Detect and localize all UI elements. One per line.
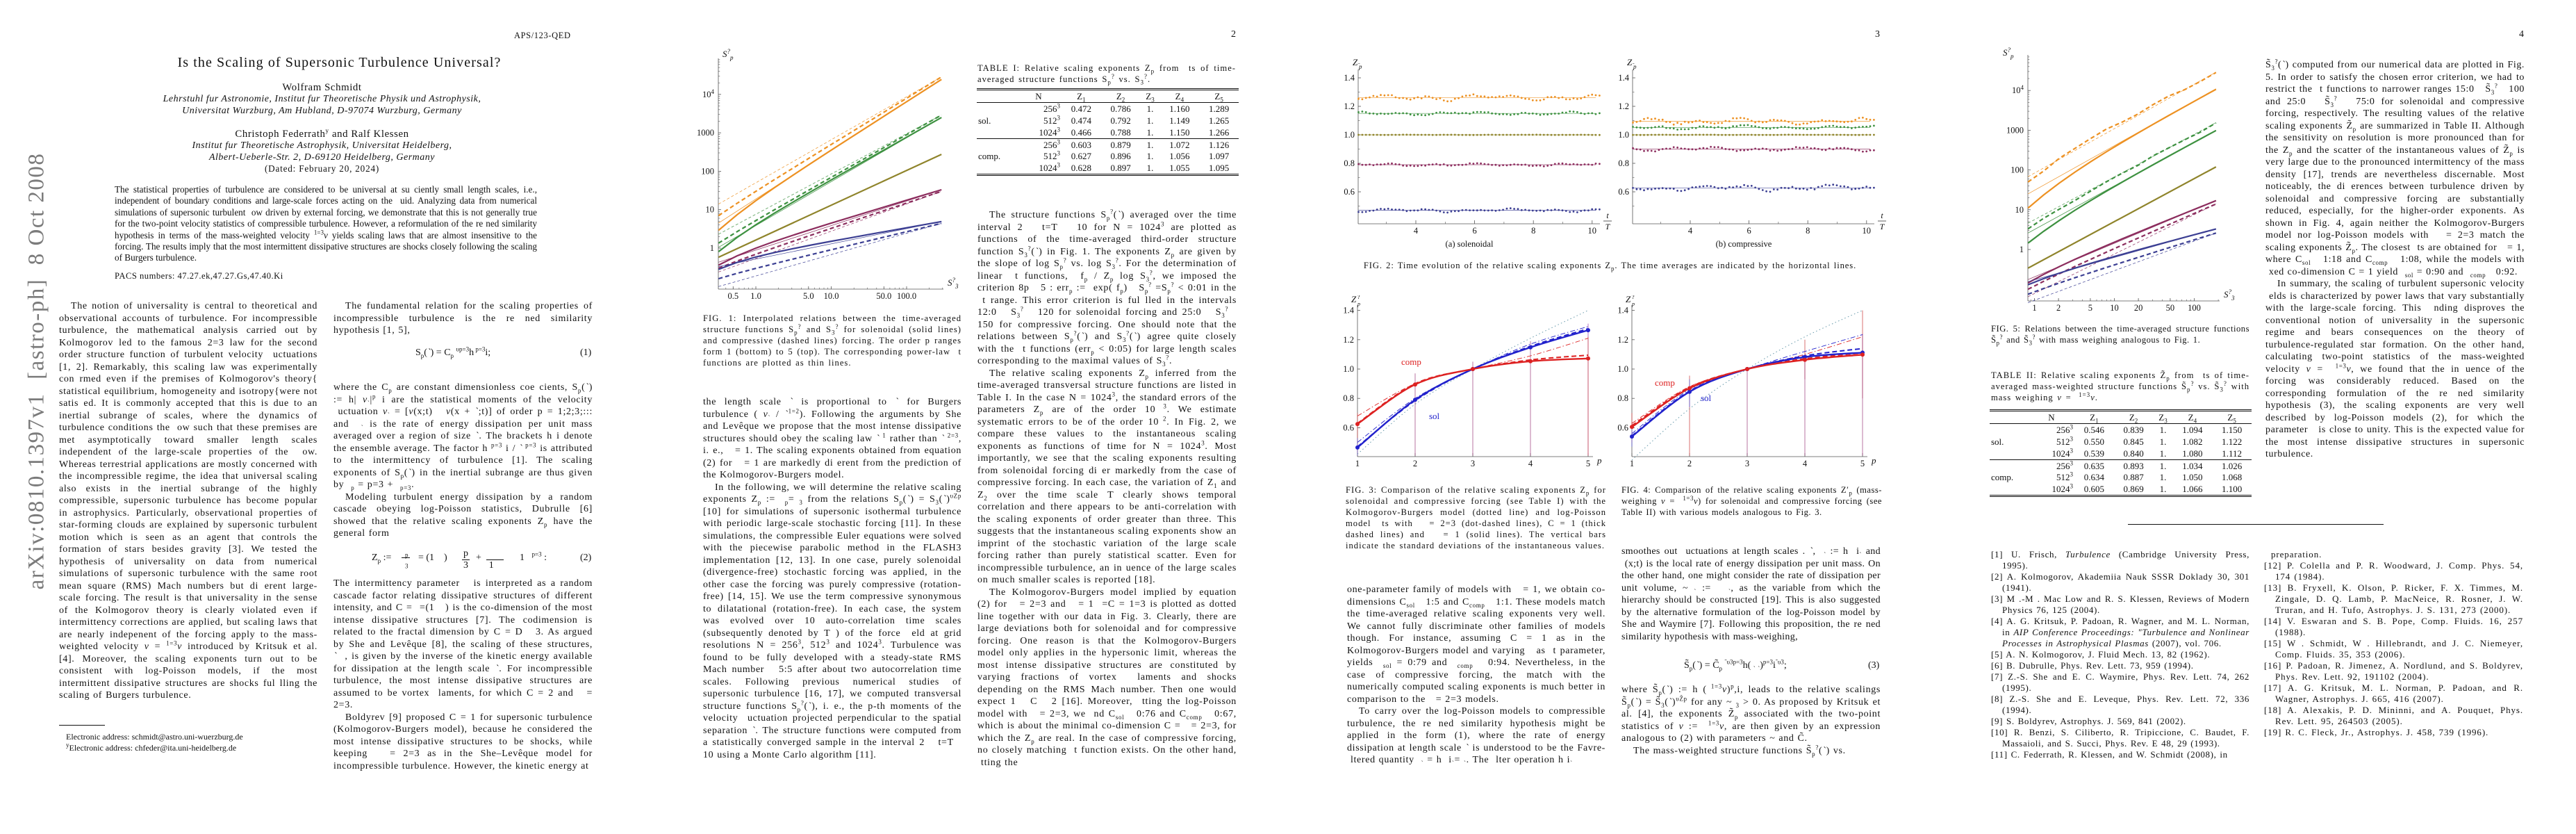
svg-text:1.2: 1.2	[1617, 335, 1628, 345]
svg-text:1: 1	[1355, 459, 1360, 468]
svg-text:1.0: 1.0	[1617, 364, 1628, 374]
svg-text:1000: 1000	[2006, 125, 2024, 135]
svg-text:10: 10	[2110, 303, 2119, 313]
svg-text:0.8: 0.8	[1343, 393, 1354, 403]
svg-text:Z: Z	[1353, 57, 1358, 67]
svg-text:p: p	[1358, 63, 1362, 70]
svg-text:100: 100	[701, 166, 714, 176]
svg-text:T: T	[1605, 222, 1611, 231]
svg-text:Z: Z	[1627, 57, 1633, 67]
svg-text:p: p	[1596, 455, 1602, 466]
svg-text:0.8: 0.8	[1618, 158, 1629, 168]
svg-text:10.0: 10.0	[824, 291, 839, 301]
svg-text:1: 1	[710, 243, 714, 253]
svg-text:T: T	[1880, 222, 1885, 231]
svg-text:t: t	[1881, 211, 1883, 220]
svg-text:100: 100	[2188, 303, 2201, 313]
svg-text:6: 6	[1472, 226, 1476, 236]
svg-text:0.6: 0.6	[1617, 423, 1628, 432]
svg-text:10: 10	[1588, 226, 1597, 236]
svg-text:20: 20	[2134, 303, 2143, 313]
svg-text:6: 6	[1747, 226, 1751, 236]
svg-text:comp: comp	[1655, 377, 1675, 388]
svg-text:1: 1	[1630, 459, 1634, 468]
svg-text:0.6: 0.6	[1343, 423, 1354, 432]
svg-text:10: 10	[706, 205, 715, 215]
svg-text:2: 2	[1687, 459, 1692, 468]
svg-text:S?3: S?3	[2224, 288, 2235, 302]
svg-text:S?3: S?3	[948, 277, 959, 290]
svg-text:Z: Z	[1626, 295, 1631, 304]
svg-text:?: ?	[1632, 295, 1635, 300]
svg-text:1.2: 1.2	[1343, 335, 1354, 345]
svg-text:8: 8	[1531, 226, 1535, 236]
svg-text:4: 4	[1414, 226, 1419, 236]
svg-text:S?p: S?p	[723, 49, 734, 61]
svg-text:1.4: 1.4	[1617, 306, 1628, 316]
svg-text:1.0: 1.0	[1618, 130, 1629, 140]
svg-text:1.4: 1.4	[1618, 73, 1629, 83]
svg-text:?: ?	[1357, 295, 1360, 300]
svg-text:0.8: 0.8	[1617, 393, 1628, 403]
svg-text:1.2: 1.2	[1344, 101, 1355, 111]
svg-text:1.0: 1.0	[750, 291, 761, 301]
svg-text:0.6: 0.6	[1344, 187, 1355, 197]
svg-text:0.8: 0.8	[1344, 158, 1355, 168]
svg-text:1.4: 1.4	[1343, 306, 1354, 316]
svg-text:10: 10	[1863, 226, 1872, 236]
svg-text:sol: sol	[1429, 411, 1440, 421]
svg-text:p: p	[1871, 455, 1876, 466]
svg-text:1: 1	[2020, 245, 2024, 254]
svg-text:4: 4	[1688, 226, 1693, 236]
svg-text:5: 5	[1860, 459, 1865, 468]
svg-text:5: 5	[2088, 303, 2092, 313]
svg-text:p: p	[1357, 301, 1360, 307]
svg-text:0.6: 0.6	[1618, 187, 1629, 197]
svg-text:4: 4	[1803, 459, 1808, 468]
svg-text:1.4: 1.4	[1344, 73, 1355, 83]
svg-text:1.2: 1.2	[1618, 101, 1629, 111]
svg-text:100.0: 100.0	[897, 291, 916, 301]
svg-text:1.0: 1.0	[1343, 364, 1354, 374]
svg-text:104: 104	[702, 88, 715, 99]
svg-text:8: 8	[1806, 226, 1810, 236]
svg-text:1: 1	[2032, 303, 2036, 313]
svg-text:1000: 1000	[697, 128, 714, 138]
svg-text:100: 100	[2011, 165, 2024, 175]
svg-text:2: 2	[1413, 459, 1417, 468]
svg-text:Z: Z	[1351, 295, 1357, 304]
svg-text:5.0: 5.0	[803, 291, 814, 301]
svg-text:p: p	[1633, 63, 1637, 70]
svg-text:2: 2	[2056, 303, 2061, 313]
svg-text:t: t	[1606, 211, 1609, 220]
svg-text:104: 104	[2012, 84, 2024, 95]
svg-text:4: 4	[1528, 459, 1533, 468]
svg-text:1.0: 1.0	[1344, 130, 1355, 140]
svg-text:S?p: S?p	[2003, 47, 2014, 60]
svg-text:10: 10	[2015, 205, 2024, 215]
svg-text:0.5: 0.5	[727, 291, 738, 301]
svg-text:5: 5	[1586, 459, 1590, 468]
svg-text:p: p	[1631, 301, 1635, 307]
svg-text:comp: comp	[1401, 357, 1421, 367]
svg-text:50.0: 50.0	[876, 291, 891, 301]
svg-text:3: 3	[1471, 459, 1475, 468]
svg-text:3: 3	[1745, 459, 1749, 468]
svg-text:sol: sol	[1701, 393, 1712, 403]
svg-text:50: 50	[2166, 303, 2175, 313]
